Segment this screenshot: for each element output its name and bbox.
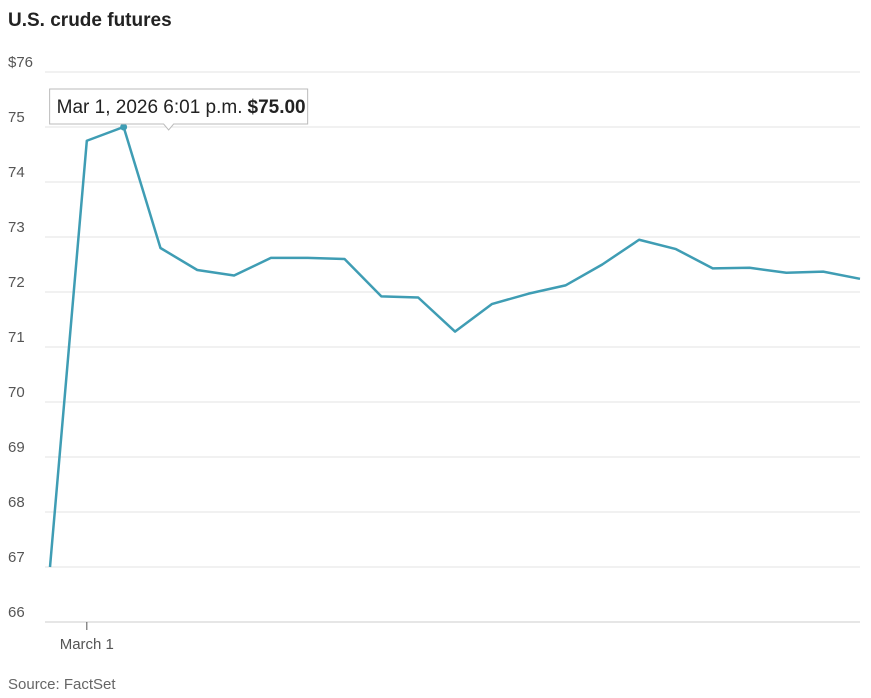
- tooltip-date: Mar 1, 2026 6:01 p.m.: [57, 97, 243, 118]
- y-tick-label: 68: [8, 494, 25, 511]
- x-tick-label: March 1: [60, 636, 114, 653]
- y-tick-label: 69: [8, 439, 25, 456]
- y-tick-label: 72: [8, 274, 25, 291]
- tooltip-box: [49, 88, 309, 131]
- chart-title: U.S. crude futures: [8, 10, 172, 31]
- tooltip: Mar 1, 2026 6:01 p.m. $75.00: [49, 88, 309, 131]
- tooltip-text: Mar 1, 2026 6:01 p.m. $75.00: [57, 97, 306, 118]
- y-tick-label: $76: [8, 54, 33, 71]
- y-tick-label: 73: [8, 219, 25, 236]
- hover-dot: [120, 123, 128, 131]
- y-tick-label: 67: [8, 549, 25, 566]
- y-tick-label: 71: [8, 329, 25, 346]
- y-tick-label: 70: [8, 384, 25, 401]
- y-tick-label: 74: [8, 164, 25, 181]
- source: Source: FactSet: [8, 676, 116, 693]
- tooltip-value: $75.00: [248, 97, 306, 118]
- line: [48, 125, 861, 568]
- y-tick-label: 66: [8, 604, 25, 621]
- y-tick-label: 75: [8, 109, 25, 126]
